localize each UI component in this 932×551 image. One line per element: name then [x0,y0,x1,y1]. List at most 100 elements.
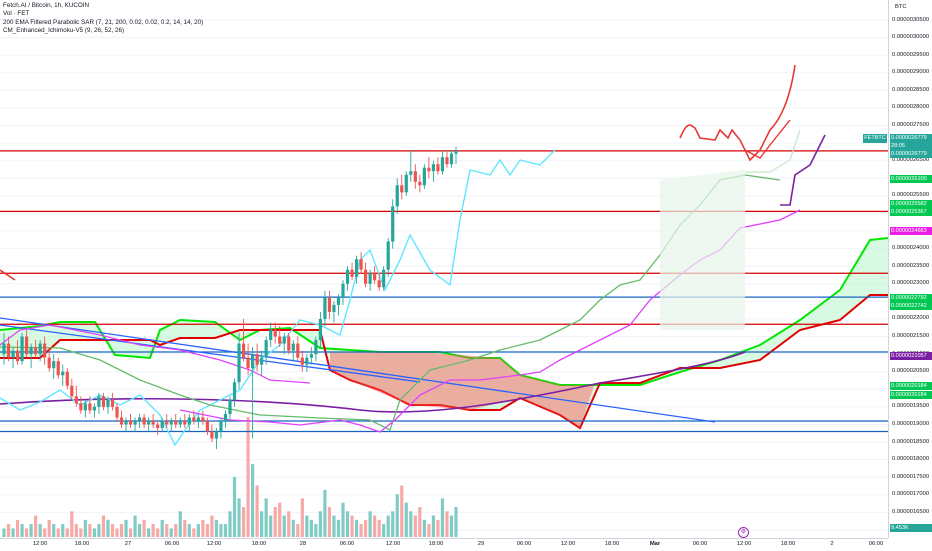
volume-bar [305,515,309,537]
candle-body [196,417,200,421]
volume-bar [418,507,422,537]
volume-bar [440,498,445,537]
volume-bar [52,524,56,537]
volume-bar [364,519,368,537]
time-tick: 12:00 [32,541,48,547]
price-label: 9.453K [890,524,932,532]
candle-body [318,318,322,341]
price-label: 0.0000026779 [890,150,932,158]
volume-bar [260,511,264,537]
legend-indicator-ichimoku[interactable]: CM_Enhanced_Ichimoku-V5 (9, 26, 52, 26) [3,26,125,34]
candle-body [97,396,101,407]
candle-body [65,371,69,386]
volume-bar [264,498,268,537]
candle-body [269,329,273,341]
price-label: 0.0000020184 [890,382,932,390]
candle-body [88,403,92,411]
time-axis[interactable]: 12:00 18:00 27 06:00 12:00 18:00 28 06:00 12:00 1… [0,538,888,551]
price-axis[interactable]: BTC 0.0000030500 0.0000030000 0.0000029500… [888,0,932,538]
volume-bar [341,502,345,537]
volume-bar [174,524,178,537]
price-chart[interactable] [0,0,888,538]
candle-body [296,343,300,358]
time-tick: 18:00 [74,541,90,547]
trend-line [0,324,421,383]
time-tick: 06:00 [164,541,180,547]
price-label: 0.0000020184 [890,391,932,399]
time-tick: 18:00 [780,541,796,547]
candle-body [314,340,318,355]
volume-bar [359,524,363,537]
volume-bar [115,528,119,537]
candle-body [282,336,286,344]
price-tick: 0.0000029500 [892,51,930,58]
candle-body [237,343,241,383]
volume-bar [124,519,128,537]
volume-bar [327,507,332,537]
time-tick: 06:00 [868,541,884,547]
candle-body [373,273,377,281]
candle-body [445,157,449,165]
volume-bar [83,519,87,537]
volume-bar [119,524,124,537]
volume-bar [318,511,322,537]
volume-bar [291,519,295,537]
chart-area[interactable]: Fetch.AI / Bitcoin, 1h, KUCOIN Vol · FET… [0,0,888,538]
time-tick: 28 [299,541,307,547]
candle-body [336,297,341,305]
ema-projection [780,134,826,206]
time-tick: 12:00 [560,541,576,547]
volume-bar [395,494,399,537]
candle-body [454,150,458,154]
price-tick: 0.0000019000 [892,420,930,427]
time-tick: 12:00 [736,541,752,547]
candle-body [359,259,363,270]
candle-body [70,385,74,397]
price-tick: 0.0000018000 [892,456,930,463]
volume-bar [309,519,313,537]
candle-body [133,420,137,425]
candle-body [273,329,277,337]
volume-bar [237,498,241,537]
volume-bar [354,519,359,537]
time-tick: 06:00 [516,541,532,547]
price-tick: 0.0000023000 [892,280,930,287]
volume-bar [43,528,47,537]
volume-bar [219,524,223,537]
candle-body [391,206,395,242]
trend-line [0,317,716,423]
volume-bar [214,519,219,537]
volume-bar [92,528,96,537]
volume-bar [332,515,336,537]
volume-bar [20,524,24,537]
volume-bar [110,524,115,537]
candle-body [214,431,219,439]
candle-body [147,420,151,425]
gear-icon[interactable]: ⚙ [738,527,749,538]
time-tick: 12:00 [385,541,401,547]
candle-body [341,283,345,298]
legend-indicator-psar[interactable]: 200 EMA Filtered Parabolic SAR (7, 21, 2… [3,18,204,26]
volume-bar [269,515,273,537]
price-label: 0.0000026779 [890,134,932,142]
candle-body [165,420,169,425]
projection-line [0,269,16,281]
candle-body [404,174,408,193]
price-tick: 0.0000019500 [892,403,930,410]
ichimoku-cloud [0,238,888,428]
candle-body [156,424,160,428]
candle-body [395,185,399,207]
candle-body [264,340,268,358]
candle-body [223,413,228,421]
volume-bar [25,528,29,537]
legend: Fetch.AI / Bitcoin, 1h, KUCOIN Vol · FET… [3,2,203,35]
candle-body [115,406,119,418]
candle-body [128,420,133,425]
volume-bar [34,515,38,537]
legend-symbol[interactable]: Fetch.AI / Bitcoin, 1h, KUCOIN [3,2,90,9]
legend-volume[interactable]: Vol · FET [3,10,30,18]
candle-body [142,417,146,425]
candle-body [201,417,205,421]
volume-bar [314,524,318,537]
candle-body [422,167,426,186]
